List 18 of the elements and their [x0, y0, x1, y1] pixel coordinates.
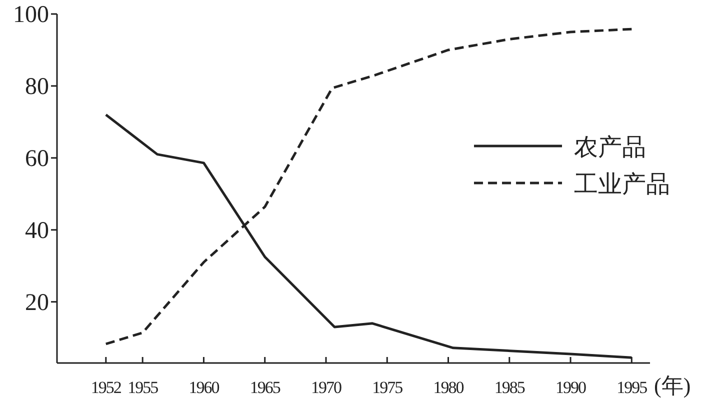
legend-label: 工业产品 — [574, 172, 670, 198]
x-tick-label: 1960 — [188, 378, 219, 397]
y-tick-label: 40 — [25, 218, 49, 244]
x-tick-label: 1965 — [250, 378, 280, 397]
y-tick-label: 60 — [25, 146, 49, 172]
x-tick-label: 1980 — [433, 378, 464, 397]
x-tick-label: 1995 — [616, 378, 647, 397]
y-tick-label: 100 — [13, 2, 49, 28]
x-tick-label: 1952 — [90, 378, 121, 397]
x-tick-label: 1990 — [556, 378, 586, 397]
legend-label: 农产品 — [574, 135, 646, 161]
x-axis-title: (年) — [654, 373, 691, 398]
x-tick-label: 1955 — [128, 378, 158, 397]
x-tick-label: 1985 — [494, 378, 524, 397]
x-tick-label: 1975 — [372, 378, 402, 397]
y-tick-label: 20 — [25, 290, 49, 316]
x-tick-label: 1970 — [311, 378, 341, 397]
y-tick-label: 80 — [25, 74, 49, 100]
